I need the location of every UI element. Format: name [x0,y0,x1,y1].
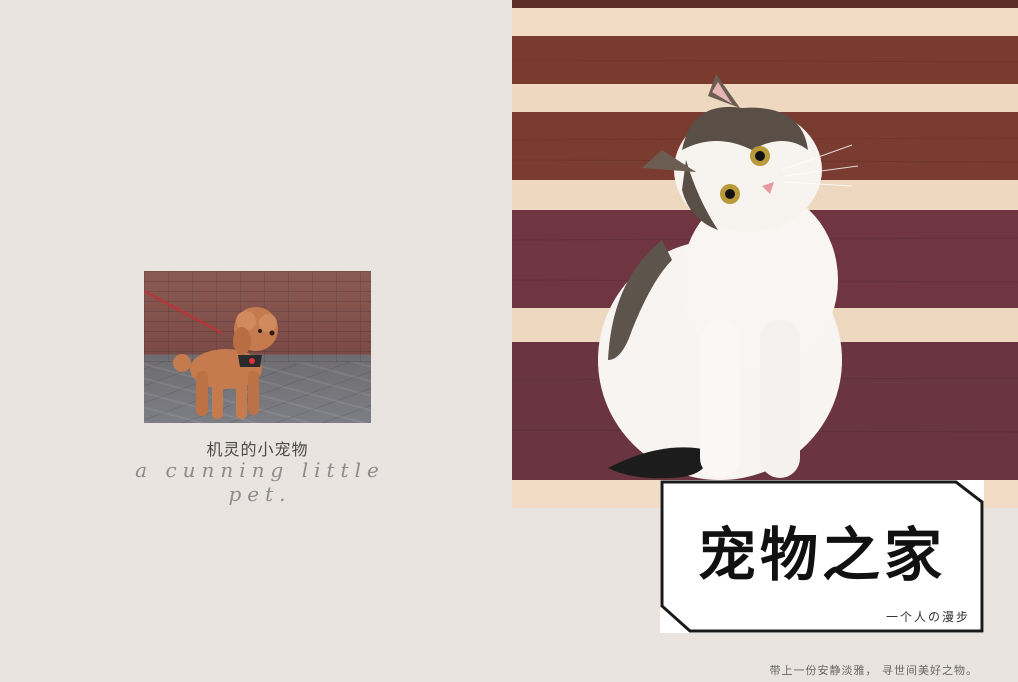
caption-chinese: 机灵的小宠物 [206,440,309,459]
dog-photo [144,271,371,423]
caption-english: a cunning little pet. [135,458,385,506]
title-sub: 一个人の漫步 [885,610,970,624]
title-box: 宠物之家 一个人の漫步 [660,480,984,633]
cat-photo [512,0,1018,508]
footer-text: 带上一份安静淡雅， 寻世间美好之物。 [769,664,978,677]
title-main: 宠物之家 [697,521,946,589]
